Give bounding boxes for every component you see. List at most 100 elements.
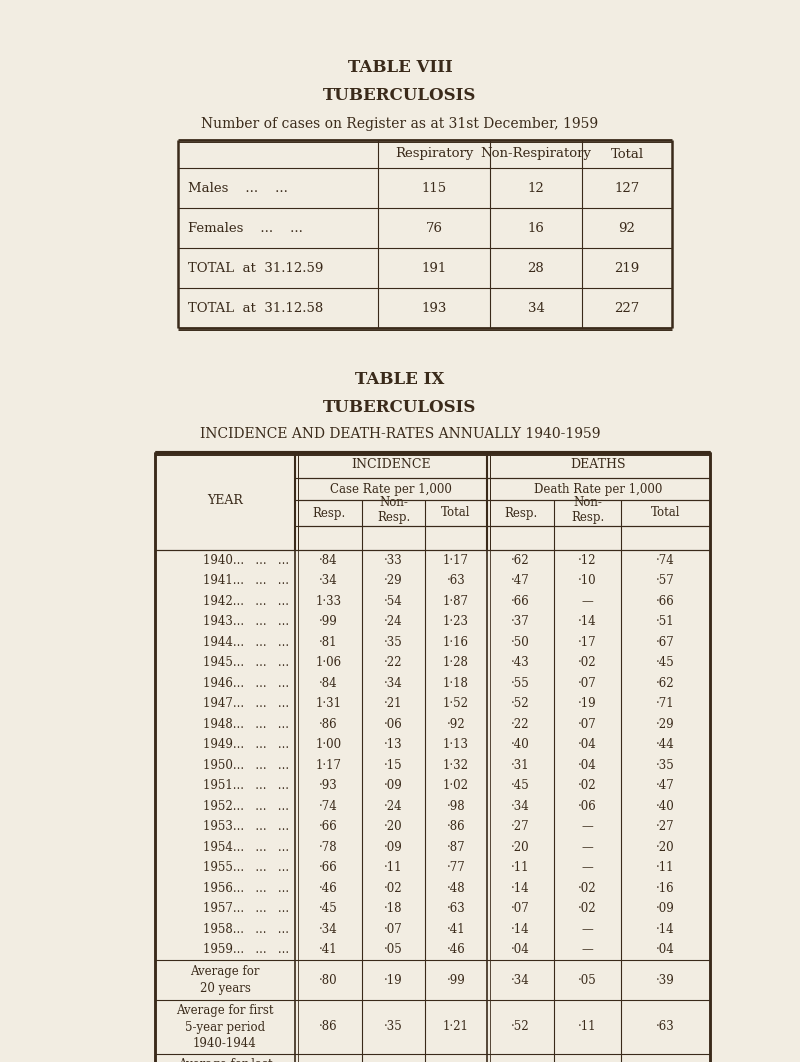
Text: ·11: ·11 — [578, 1021, 597, 1033]
Text: ·10: ·10 — [578, 575, 597, 587]
Text: 1·31: 1·31 — [315, 698, 342, 710]
Text: 1·87: 1·87 — [443, 595, 469, 607]
Text: ·31: ·31 — [511, 758, 530, 772]
Text: 1·52: 1·52 — [443, 698, 469, 710]
Text: 1·16: 1·16 — [443, 636, 469, 649]
Text: ·21: ·21 — [384, 698, 402, 710]
Text: ·02: ·02 — [578, 903, 597, 915]
Text: 1·28: 1·28 — [443, 656, 469, 669]
Text: ·44: ·44 — [656, 738, 675, 751]
Text: ·07: ·07 — [578, 718, 597, 731]
Text: 1954...   ...   ...: 1954... ... ... — [203, 841, 289, 854]
Text: Average for last
5-year period
1955-1959: Average for last 5-year period 1955-1959 — [178, 1058, 272, 1062]
Text: 12: 12 — [528, 182, 544, 194]
Text: —: — — [582, 841, 594, 854]
Text: ·66: ·66 — [656, 595, 675, 607]
Text: ·19: ·19 — [384, 974, 403, 987]
Text: 1·23: 1·23 — [443, 615, 469, 629]
Text: Non-
Resp.: Non- Resp. — [571, 496, 604, 525]
Text: ·66: ·66 — [511, 595, 530, 607]
Text: 1947...   ...   ...: 1947... ... ... — [203, 698, 289, 710]
Text: ·52: ·52 — [511, 1021, 530, 1033]
Text: ·63: ·63 — [446, 575, 466, 587]
Text: YEAR: YEAR — [207, 495, 243, 508]
Text: ·06: ·06 — [384, 718, 403, 731]
Text: TABLE VIII: TABLE VIII — [348, 59, 452, 76]
Text: 1956...   ...   ...: 1956... ... ... — [203, 881, 289, 895]
Text: TOTAL  at  31.12.59: TOTAL at 31.12.59 — [188, 261, 323, 274]
Text: 1·06: 1·06 — [315, 656, 342, 669]
Text: ·46: ·46 — [319, 881, 338, 895]
Text: 1949...   ...   ...: 1949... ... ... — [203, 738, 289, 751]
Text: 115: 115 — [422, 182, 446, 194]
Text: ·74: ·74 — [319, 800, 338, 812]
Text: ·09: ·09 — [384, 841, 403, 854]
Text: ·02: ·02 — [578, 656, 597, 669]
Text: ·81: ·81 — [319, 636, 338, 649]
Text: ·02: ·02 — [578, 780, 597, 792]
Text: ·84: ·84 — [319, 676, 338, 689]
Text: ·12: ·12 — [578, 553, 597, 567]
Text: ·63: ·63 — [446, 903, 466, 915]
Text: ·02: ·02 — [384, 881, 403, 895]
Text: ·19: ·19 — [578, 698, 597, 710]
Text: ·39: ·39 — [656, 974, 675, 987]
Text: ·05: ·05 — [384, 943, 403, 956]
Text: ·99: ·99 — [319, 615, 338, 629]
Text: 16: 16 — [527, 222, 545, 235]
Text: —: — — [582, 861, 594, 874]
Text: 1957...   ...   ...: 1957... ... ... — [203, 903, 289, 915]
Text: TOTAL  at  31.12.58: TOTAL at 31.12.58 — [188, 302, 323, 314]
Text: ·35: ·35 — [384, 636, 403, 649]
Text: Number of cases on Register as at 31st December, 1959: Number of cases on Register as at 31st D… — [202, 117, 598, 131]
Text: ·14: ·14 — [656, 923, 675, 936]
Text: 1·13: 1·13 — [443, 738, 469, 751]
Text: 1·18: 1·18 — [443, 676, 469, 689]
Text: 1·33: 1·33 — [315, 595, 342, 607]
Text: ·29: ·29 — [384, 575, 403, 587]
Text: 1·21: 1·21 — [443, 1021, 469, 1033]
Text: ·16: ·16 — [656, 881, 675, 895]
Text: TUBERCULOSIS: TUBERCULOSIS — [323, 399, 477, 416]
Text: ·46: ·46 — [446, 943, 466, 956]
Text: 1·32: 1·32 — [443, 758, 469, 772]
Text: ·35: ·35 — [656, 758, 675, 772]
Text: ·20: ·20 — [384, 820, 403, 834]
Text: ·41: ·41 — [319, 943, 338, 956]
Text: ·22: ·22 — [384, 656, 402, 669]
Text: DEATHS: DEATHS — [570, 459, 626, 472]
Text: ·55: ·55 — [511, 676, 530, 689]
Text: Average for first
5-year period
1940-1944: Average for first 5-year period 1940-194… — [176, 1004, 274, 1050]
Text: ·37: ·37 — [511, 615, 530, 629]
Text: ·78: ·78 — [319, 841, 338, 854]
Text: ·86: ·86 — [446, 820, 466, 834]
Text: ·80: ·80 — [319, 974, 338, 987]
Text: ·05: ·05 — [578, 974, 597, 987]
Text: ·47: ·47 — [656, 780, 675, 792]
Text: ·34: ·34 — [319, 923, 338, 936]
Text: ·86: ·86 — [319, 718, 338, 731]
Text: ·34: ·34 — [511, 974, 530, 987]
Text: Case Rate per 1,000: Case Rate per 1,000 — [330, 482, 452, 496]
Text: 1955...   ...   ...: 1955... ... ... — [203, 861, 289, 874]
Text: 1943...   ...   ...: 1943... ... ... — [203, 615, 289, 629]
Text: Respiratory: Respiratory — [395, 148, 473, 160]
Text: ·14: ·14 — [511, 881, 530, 895]
Text: ·02: ·02 — [578, 881, 597, 895]
Text: 1950...   ...   ...: 1950... ... ... — [203, 758, 289, 772]
Text: ·98: ·98 — [446, 800, 466, 812]
Text: ·04: ·04 — [578, 758, 597, 772]
Text: ·45: ·45 — [656, 656, 675, 669]
Text: ·22: ·22 — [511, 718, 530, 731]
Text: ·24: ·24 — [384, 800, 403, 812]
Text: ·34: ·34 — [511, 800, 530, 812]
Text: 1941...   ...   ...: 1941... ... ... — [203, 575, 289, 587]
Text: ·57: ·57 — [656, 575, 675, 587]
Text: ·47: ·47 — [511, 575, 530, 587]
Text: ·45: ·45 — [511, 780, 530, 792]
Text: 1945...   ...   ...: 1945... ... ... — [203, 656, 289, 669]
Text: Resp.: Resp. — [312, 507, 345, 519]
Text: 1948...   ...   ...: 1948... ... ... — [203, 718, 289, 731]
Text: ·14: ·14 — [578, 615, 597, 629]
Text: ·43: ·43 — [511, 656, 530, 669]
